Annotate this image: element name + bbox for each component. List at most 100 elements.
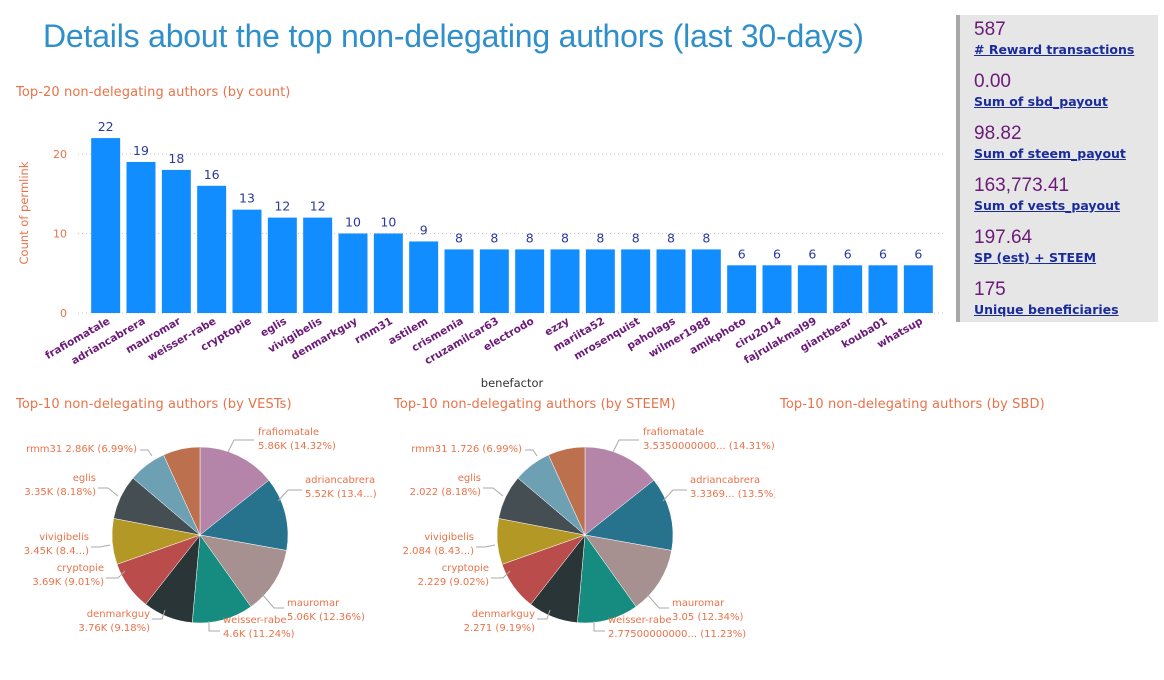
pie-label-name: weisser-rabe — [608, 615, 672, 626]
pie-label-value: 3.35K (8.18%) — [24, 487, 96, 498]
kpi-value: 0.00 — [974, 71, 1011, 92]
bar-fajrulakmal99 — [797, 265, 827, 313]
bar-giantbear — [833, 265, 863, 313]
data-label: 12 — [310, 199, 326, 214]
data-label: 22 — [98, 119, 114, 134]
bar-rmm31 — [373, 233, 403, 313]
bar-denmarkguy — [338, 233, 368, 313]
data-label: 16 — [204, 167, 220, 182]
pie-label-name: weisser-rabe — [223, 615, 287, 626]
data-label: 6 — [844, 246, 852, 261]
data-label: 6 — [808, 246, 816, 261]
leader-line — [98, 487, 119, 497]
kpi-label-link[interactable]: Sum of vests_payout — [974, 198, 1120, 213]
bar-chart-title: Top-20 non-delegating authors (by count) — [16, 85, 291, 100]
pie-label: rmm31 1.726 (6.99%) — [411, 444, 522, 455]
kpi-label-link[interactable]: Sum of sbd_payout — [974, 94, 1108, 109]
leader-line — [152, 609, 166, 620]
kpi-sbd-payout: 0.00 Sum of sbd_payout — [974, 70, 1158, 118]
bar-weisser-rabe — [197, 185, 227, 313]
kpi-value: 98.82 — [974, 123, 1022, 144]
vests-pie-title: Top-10 non-delegating authors (by VESTs) — [16, 397, 292, 412]
pie-label-value: 3.69K (9.01%) — [32, 577, 104, 588]
data-label: 18 — [168, 151, 184, 166]
pie-label-name: eglis — [458, 473, 481, 484]
pie-label-value: 3.76K (9.18%) — [78, 623, 150, 634]
kpi-label-link[interactable]: # Reward transactions — [974, 42, 1135, 57]
pie-label-name: eglis — [73, 473, 96, 484]
kpi-label-link[interactable]: Sum of steem_payout — [974, 146, 1126, 161]
leader-line — [277, 489, 302, 502]
y-tick-label: 0 — [60, 307, 67, 320]
data-label: 6 — [773, 246, 781, 261]
pie-label-value: 3.3369... (13.5%) — [690, 489, 775, 500]
y-axis-label: Count of permlink — [17, 161, 31, 264]
leader-line — [662, 489, 687, 502]
kpi-value: 175 — [974, 279, 1006, 300]
bar-mariita52 — [585, 249, 615, 313]
pie-slice-frafiomatale — [584, 446, 655, 536]
leader-line — [140, 449, 153, 457]
kpi-unique-beneficiaries: 175 Unique beneficiaries — [974, 278, 1158, 322]
leader-line — [476, 544, 496, 548]
data-label: 8 — [632, 230, 640, 245]
sbd-pie-title: Top-10 non-delegating authors (by SBD) — [780, 397, 1045, 412]
y-tick-label: 20 — [53, 148, 67, 161]
pie-label-name: denmarkguy — [472, 609, 535, 620]
data-label: 8 — [526, 230, 534, 245]
bar-astilem — [409, 241, 439, 313]
leader-line — [525, 449, 538, 457]
kpi-vests-payout: 163,773.41 Sum of vests_payout — [974, 174, 1158, 222]
bar-electrodo — [515, 249, 545, 313]
pie-label-name: adriancabrera — [305, 475, 375, 486]
pie-label-value: 5.86K (14.32%) — [258, 441, 336, 452]
bar-cryptopie — [232, 209, 262, 313]
leader-line — [537, 609, 551, 620]
pie-label-value: 2.229 (9.02%) — [418, 577, 489, 588]
pie-label-name: cryptopie — [57, 563, 104, 574]
pie-label-name: vivigibelis — [424, 532, 474, 543]
bar-wilmer1988 — [691, 249, 721, 313]
kpi-value: 197.64 — [974, 227, 1033, 248]
bar-ezzy — [550, 249, 580, 313]
bar-eglis — [267, 217, 297, 313]
pie-label: rmm31 2.86K (6.99%) — [26, 444, 137, 455]
bar-ciru2014 — [762, 265, 792, 313]
bar-mauromar — [161, 169, 191, 313]
pie-label-name: adriancabrera — [690, 475, 760, 486]
data-label: 9 — [420, 222, 428, 237]
pie-label-name: denmarkguy — [87, 609, 150, 620]
kpi-label-link[interactable]: SP (est) + STEEM — [974, 250, 1097, 265]
pie-label-value: 2.77500000000... (11.23%) — [608, 629, 746, 640]
leader-line — [646, 593, 669, 609]
data-label: 19 — [133, 143, 149, 158]
y-tick-label: 10 — [53, 228, 67, 241]
bar-amikphoto — [727, 265, 757, 313]
bar-frafiomatale — [91, 138, 121, 313]
pie-label-name: frafiomatale — [258, 427, 319, 438]
pie-label-value: 2.084 (8.43...) — [403, 546, 475, 557]
pie-label-value: 2.022 (8.18%) — [410, 487, 481, 498]
bar-cruzamilcar63 — [479, 249, 509, 313]
pie-label-value: 5.06K (12.36%) — [287, 612, 365, 623]
kpi-value: 163,773.41 — [974, 175, 1070, 196]
kpi-panel: 587 # Reward transactions 0.00 Sum of sb… — [956, 15, 1158, 322]
pie-label-name: mauromar — [287, 598, 340, 609]
pie-label-name: cryptopie — [442, 563, 489, 574]
leader-line — [261, 593, 284, 609]
pie-slice-mauromar — [584, 534, 672, 608]
data-label: 6 — [879, 246, 887, 261]
kpi-label-link[interactable]: Unique beneficiaries — [974, 302, 1119, 317]
data-label: 10 — [345, 215, 361, 230]
pie-label-name: mauromar — [672, 598, 725, 609]
x-axis-label: benefactor — [481, 376, 544, 390]
leader-line — [483, 487, 504, 497]
kpi-reward-transactions: 587 # Reward transactions — [974, 18, 1158, 66]
leader-line — [208, 621, 220, 632]
leader-line — [491, 570, 511, 579]
steem-pie-chart: frafiomatale 3.5350000000... (14.31%) adri… — [403, 427, 775, 640]
pie-slice-adriancabrera — [584, 479, 674, 551]
pie-slice-other — [548, 446, 586, 536]
bar-adriancabrera — [126, 161, 156, 313]
pie-slice-adriancabrera — [199, 479, 289, 551]
